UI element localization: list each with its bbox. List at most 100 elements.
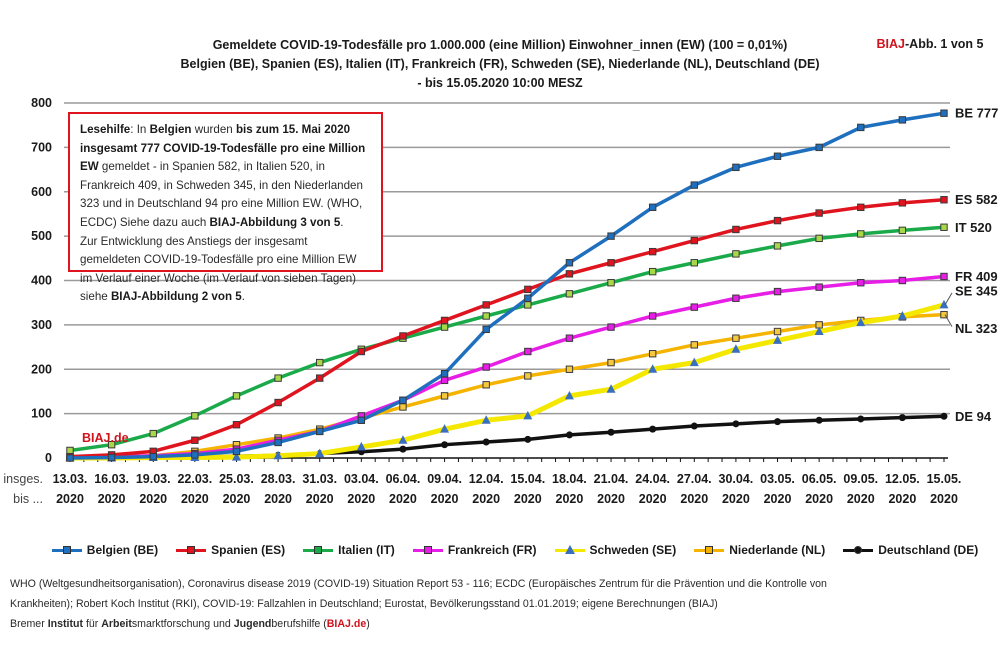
data-point — [607, 279, 615, 287]
data-point — [732, 225, 740, 234]
x-prefix-label: bis ... — [13, 492, 43, 506]
legend-swatch — [412, 544, 443, 556]
data-point — [897, 311, 907, 320]
note-text: wurden — [191, 123, 236, 136]
data-point — [898, 199, 907, 207]
x-tick-year: 2020 — [98, 492, 126, 506]
data-point — [732, 250, 740, 258]
legend-item-se: Schweden (SE) — [554, 543, 677, 557]
y-axis: 0 100 200 300 400 500 600 700 800 — [31, 96, 52, 465]
end-label-es: ES 582 — [955, 192, 998, 207]
data-point — [107, 453, 116, 462]
figure-badge: BIAJ-Abb. 1 von 5 — [860, 37, 1000, 51]
x-tick-year: 2020 — [597, 492, 625, 506]
data-point — [857, 415, 865, 423]
data-point — [565, 365, 574, 373]
data-point — [690, 303, 698, 311]
note-text: gemeldet - in Spanien 582, in Italien 52… — [80, 160, 363, 229]
end-label-nl: NL 323 — [955, 321, 997, 336]
y-tick-label: 500 — [31, 229, 52, 243]
data-point — [732, 334, 740, 342]
source-link: BIAJ.de — [326, 618, 367, 630]
y-tick-label: 700 — [31, 140, 52, 154]
legend-item-be: Belgien (BE) — [51, 543, 159, 557]
data-point — [231, 452, 241, 461]
y-tick-label: 100 — [31, 407, 52, 421]
x-tick-year: 2020 — [139, 492, 167, 506]
x-tick-year: 2020 — [556, 492, 584, 506]
data-point — [731, 344, 741, 353]
data-point — [440, 316, 449, 325]
note-figure-ref: -Abbildung 2 von 5 — [137, 290, 242, 304]
data-point — [524, 372, 532, 380]
note-heading: Lesehilfe — [80, 123, 131, 136]
data-point — [441, 441, 449, 449]
data-point — [107, 440, 116, 449]
data-point — [191, 436, 199, 444]
x-tick-year: 2020 — [306, 492, 334, 506]
data-point — [857, 123, 865, 132]
chart-title: Gemeldete COVID-19-Todesfälle pro 1.000.… — [180, 36, 820, 93]
data-point — [648, 350, 657, 358]
data-point — [857, 203, 865, 211]
source-text: berufshilfe ( — [271, 618, 327, 630]
legend-label: Schweden (SE) — [589, 543, 677, 557]
badge-rest: -Abb. 1 von 5 — [905, 37, 984, 51]
data-point — [690, 236, 698, 245]
data-point — [523, 410, 533, 420]
data-point — [815, 143, 823, 152]
leader-line — [944, 314, 953, 327]
data-point — [149, 429, 157, 438]
data-point — [565, 334, 574, 342]
data-point — [690, 259, 698, 267]
legend-label: Frankreich (FR) — [447, 543, 537, 557]
x-tick-label: 06.05. — [802, 472, 837, 486]
watermark-label: BIAJ.de — [82, 431, 129, 445]
legend-label: Deutschland (DE) — [878, 543, 979, 557]
data-point — [482, 301, 490, 309]
note-country: Belgien — [149, 123, 192, 136]
source-text: Bremer — [10, 618, 48, 630]
data-point — [399, 403, 407, 411]
x-tick-year: 2020 — [847, 492, 875, 506]
series-group — [65, 109, 949, 462]
data-point — [648, 247, 657, 256]
data-point — [66, 446, 74, 455]
legend-item-es: Spanien (ES) — [176, 543, 285, 557]
legend-item-nl: Niederlande (NL) — [694, 543, 825, 557]
data-point — [524, 285, 532, 294]
x-tick-year: 2020 — [514, 492, 542, 506]
data-point — [607, 428, 615, 436]
data-point — [732, 163, 740, 172]
data-point — [940, 223, 948, 231]
data-point — [690, 422, 698, 430]
end-label-fr: FR 409 — [955, 269, 998, 284]
data-point — [315, 448, 325, 458]
source-text: ) — [366, 618, 370, 630]
data-point — [607, 259, 615, 267]
x-tick-year: 2020 — [639, 492, 667, 506]
data-point — [774, 418, 782, 426]
note-figure-ref: -Abbildung 3 von 5 — [235, 215, 341, 229]
data-point — [565, 290, 574, 298]
end-label-be: BE 777 — [955, 106, 998, 121]
data-point — [316, 427, 324, 436]
data-point — [607, 358, 615, 367]
data-point — [607, 232, 615, 240]
data-point — [814, 326, 824, 336]
x-tick-label: 12.05. — [885, 472, 920, 486]
legend-label: Belgien (BE) — [86, 543, 159, 557]
data-point — [690, 181, 698, 189]
source-line-1: WHO (Weltgesundheitsorganisation), Coron… — [10, 578, 827, 590]
data-point — [773, 152, 782, 160]
title-line-1: Gemeldete COVID-19-Todesfälle pro 1.000.… — [212, 38, 788, 52]
data-point — [399, 332, 407, 340]
data-point — [481, 415, 491, 424]
series-be — [66, 109, 948, 462]
leader-line — [944, 292, 953, 306]
data-point — [232, 421, 241, 429]
data-point — [898, 414, 906, 422]
x-tick-label: 25.03. — [219, 472, 254, 486]
data-point — [482, 381, 490, 389]
